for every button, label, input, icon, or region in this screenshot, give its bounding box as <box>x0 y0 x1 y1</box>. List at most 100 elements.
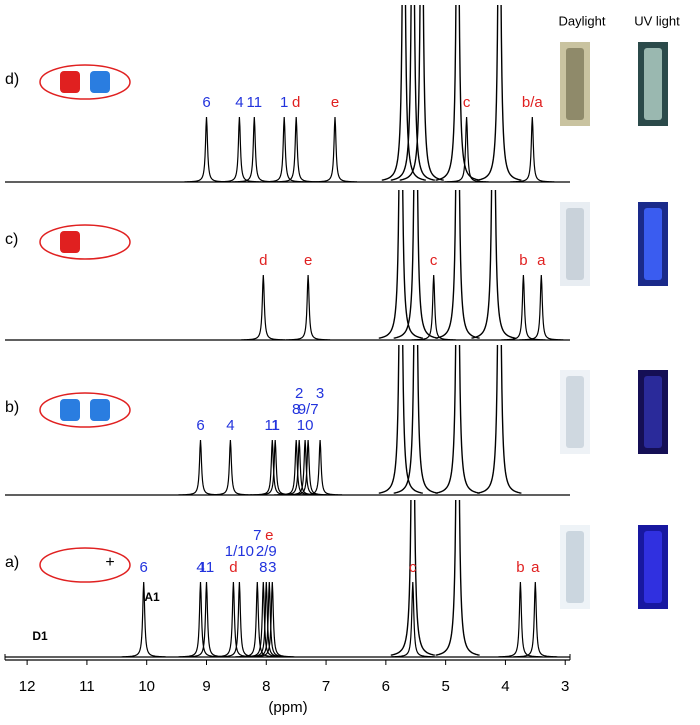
tick-label: 11 <box>79 678 95 695</box>
panel-label: c) <box>5 231 18 248</box>
guest-cartoon <box>90 71 110 93</box>
solvent-peak <box>390 500 435 656</box>
peak <box>262 116 307 183</box>
peak-label: b <box>519 252 527 269</box>
tick-label: 4 <box>501 678 509 695</box>
peak-label: 9/7 <box>298 401 319 418</box>
peak <box>444 116 489 183</box>
spectrum <box>5 345 570 496</box>
peak-label: b <box>516 559 524 576</box>
tick-label: 10 <box>138 678 155 695</box>
tick-label: 9 <box>202 678 210 695</box>
solvent-peak <box>381 5 426 181</box>
peak <box>510 116 555 183</box>
peak <box>184 581 229 658</box>
host-cartoon <box>39 392 131 428</box>
peak-label: e <box>304 252 312 269</box>
vial-photo <box>566 376 584 448</box>
host-cartoon <box>39 64 131 100</box>
column-header: UV light <box>634 13 680 28</box>
peak-label: 8 <box>292 401 300 418</box>
peak-label: 4 <box>226 417 234 434</box>
structure-label: D1 <box>32 629 48 643</box>
peak <box>178 581 223 658</box>
column-header: Daylight <box>559 13 606 28</box>
solvent-peak <box>378 190 423 339</box>
solvent-peak <box>477 5 522 181</box>
peak <box>250 581 295 658</box>
vial-photo <box>566 208 584 280</box>
structure-label: A1 <box>144 590 160 604</box>
peak-label: 1/10 <box>225 543 254 560</box>
peak <box>178 439 223 496</box>
guest-cartoon <box>60 71 80 93</box>
solvent-peak <box>477 345 522 494</box>
peak-label: 2 <box>295 385 303 402</box>
peak-label: e <box>331 94 339 111</box>
solvent-peak <box>435 500 480 656</box>
peak <box>298 439 343 496</box>
vial-photo <box>644 376 662 448</box>
tick-label: 7 <box>322 678 330 695</box>
peak <box>286 274 331 341</box>
spectrum <box>5 190 570 341</box>
tick-label: 5 <box>441 678 449 695</box>
peak-label: 6 <box>140 559 148 576</box>
peak-label: c <box>409 559 417 576</box>
peak-label: 3 <box>316 385 324 402</box>
peak <box>217 116 262 183</box>
peak <box>274 116 319 183</box>
peak-label: 3 <box>268 559 276 576</box>
vial-photo <box>566 531 584 603</box>
peak-label: 4 <box>196 559 204 576</box>
guest-cartoon <box>60 399 80 421</box>
peak <box>390 581 435 658</box>
peak-label: 11 <box>199 559 215 576</box>
structure-label: + <box>105 554 114 571</box>
vial-photo <box>566 48 584 120</box>
peak-label: 8 <box>259 559 267 576</box>
peak-label: d <box>259 252 267 269</box>
solvent-peak <box>435 190 480 339</box>
peak <box>501 274 546 341</box>
peak-label: 6 <box>202 94 210 111</box>
peak <box>208 439 253 496</box>
peak-label: b/a <box>522 94 544 111</box>
host-cartoon <box>39 224 131 260</box>
spectrum <box>5 5 570 183</box>
peak-label: 11 <box>264 417 280 434</box>
peak-label: 2/9 <box>256 543 277 560</box>
peak <box>184 116 229 183</box>
peak <box>498 581 543 658</box>
peak-label: 10 <box>297 417 314 434</box>
peak-label: 7 <box>253 527 261 544</box>
peak <box>513 581 558 658</box>
peak-label: 1 <box>280 94 288 111</box>
host-cartoon <box>39 547 131 583</box>
spectrum <box>5 500 570 658</box>
solvent-peak <box>393 190 438 339</box>
peak-label: c <box>463 94 471 111</box>
guest-cartoon <box>60 231 80 253</box>
peak-label: a <box>531 559 540 576</box>
solvent-peak <box>393 345 438 494</box>
peak <box>121 581 166 658</box>
vial-photo <box>644 48 662 120</box>
axis-label: (ppm) <box>268 699 307 716</box>
vial-photo <box>644 531 662 603</box>
peak <box>519 274 564 341</box>
peak-label: a <box>537 252 546 269</box>
peak-label: d <box>229 559 237 576</box>
tick-label: 8 <box>262 678 270 695</box>
peak <box>411 274 456 341</box>
peak-label: c <box>430 252 438 269</box>
peak <box>241 274 286 341</box>
solvent-peak <box>471 190 516 339</box>
solvent-peak <box>378 345 423 494</box>
panel-label: b) <box>5 399 19 416</box>
panel-label: a) <box>5 554 19 571</box>
solvent-peak <box>435 345 480 494</box>
peak <box>211 581 256 658</box>
solvent-peak <box>399 5 444 181</box>
